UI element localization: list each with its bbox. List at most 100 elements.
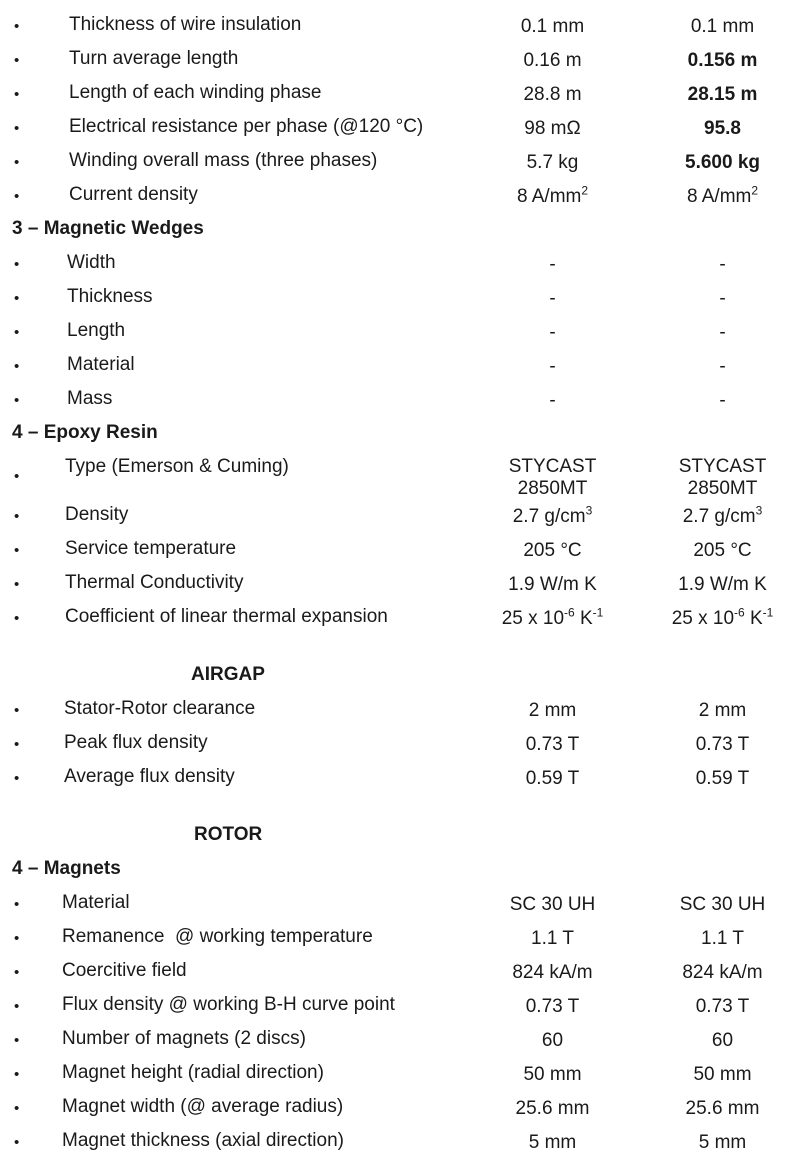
- value-col1: 50 mm: [523, 1064, 582, 1085]
- row-label: Thickness of wire insulation: [69, 14, 302, 35]
- spec-row: • Magnet width (@ average radius) 25.6 m…: [0, 1096, 810, 1130]
- value-col2: 824 kA/m: [682, 962, 763, 983]
- value-col2: 2 mm: [698, 700, 747, 721]
- row-label: Density: [65, 504, 129, 525]
- value-col2: SC 30 UH: [679, 894, 766, 915]
- row-label: Thickness: [67, 286, 153, 307]
- section-heading-magnets: 4 – Magnets: [12, 858, 121, 879]
- spec-row: • Mass - -: [0, 388, 810, 422]
- value-col2: -: [719, 390, 726, 411]
- superscript: -1: [762, 605, 774, 620]
- superscript: 2: [581, 183, 589, 198]
- bullet: •: [14, 508, 20, 525]
- value-col1: STYCAST 2850MT: [508, 456, 597, 499]
- value-col1: -: [549, 254, 556, 275]
- spec-row: • Average flux density 0.59 T 0.59 T: [0, 766, 810, 800]
- spec-row: • Magnet height (radial direction) 50 mm…: [0, 1062, 810, 1096]
- value-col1: 205 °C: [523, 540, 582, 561]
- value-col1: 0.73 T: [525, 734, 580, 755]
- superscript: -6: [734, 605, 745, 620]
- value-col2: 0.1 mm: [690, 16, 755, 37]
- value-col1: 28.8 m: [523, 84, 582, 105]
- value-col1: -: [549, 390, 556, 411]
- value-col1: 60: [541, 1030, 564, 1051]
- spec-row: • Material SC 30 UH SC 30 UH: [0, 892, 810, 926]
- value-col2: 0.59 T: [695, 768, 750, 789]
- spec-row: • Electrical resistance per phase (@120 …: [0, 116, 810, 150]
- value-col1: 8 A/mm2: [516, 183, 589, 207]
- row-label: Material: [67, 354, 135, 375]
- row-label: Magnet width (@ average radius): [62, 1096, 344, 1117]
- superscript: 3: [755, 503, 763, 518]
- row-label: Winding overall mass (three phases): [69, 150, 378, 171]
- value-col1: -: [549, 322, 556, 343]
- bullet: •: [14, 998, 20, 1015]
- value-col2: 8 A/mm2: [686, 183, 759, 207]
- spec-row: • Stator-Rotor clearance 2 mm 2 mm: [0, 698, 810, 732]
- row-label: Material: [62, 892, 130, 913]
- bullet: •: [14, 736, 20, 753]
- value-col1: 2.7 g/cm3: [512, 503, 593, 527]
- value-col2: 5 mm: [698, 1132, 747, 1153]
- value-col2: 205 °C: [693, 540, 752, 561]
- value-col1: 0.73 T: [525, 996, 580, 1017]
- row-label: Coefficient of linear thermal expansion: [65, 606, 388, 627]
- value-col1: 5.7 kg: [526, 152, 579, 173]
- row-label: Length: [67, 320, 126, 341]
- value-col1: 2 mm: [528, 700, 577, 721]
- spec-row: • Width - -: [0, 252, 810, 286]
- row-label: Number of magnets (2 discs): [62, 1028, 306, 1049]
- bullet: •: [14, 468, 20, 485]
- value-col1: 25 x 10-6 K-1: [501, 605, 604, 629]
- spec-row: • Winding overall mass (three phases) 5.…: [0, 150, 810, 184]
- bullet: •: [14, 964, 20, 981]
- bullet: •: [14, 930, 20, 947]
- value-col1: 1.9 W/m K: [508, 574, 597, 595]
- superscript: -1: [592, 605, 604, 620]
- bullet: •: [14, 52, 20, 69]
- row-label: Magnet thickness (axial direction): [62, 1130, 344, 1151]
- row-label: Turn average length: [69, 48, 239, 69]
- value-col2: 60: [711, 1030, 734, 1051]
- spec-row: • Type (Emerson & Cuming) STYCAST 2850MT …: [0, 456, 810, 499]
- value-col2: 0.73 T: [695, 996, 750, 1017]
- value-col1: 824 kA/m: [512, 962, 593, 983]
- bullet: •: [14, 1032, 20, 1049]
- row-label: Peak flux density: [64, 732, 208, 753]
- row-label: Current density: [69, 184, 198, 205]
- row-label: Length of each winding phase: [69, 82, 322, 103]
- value-col2: -: [719, 288, 726, 309]
- row-label: Flux density @ working B-H curve point: [62, 994, 395, 1015]
- bullet: •: [14, 358, 20, 375]
- bullet: •: [14, 542, 20, 559]
- value-col1: 25.6 mm: [515, 1098, 590, 1119]
- spec-row: • Magnet thickness (axial direction) 5 m…: [0, 1130, 810, 1164]
- spec-row: • Current density 8 A/mm2 8 A/mm2: [0, 184, 810, 218]
- row-label: Electrical resistance per phase (@120 °C…: [69, 116, 424, 137]
- bullet: •: [14, 1100, 20, 1117]
- bullet: •: [14, 18, 20, 35]
- superscript: -6: [564, 605, 575, 620]
- spec-row: • Turn average length 0.16 m 0.156 m: [0, 48, 810, 82]
- bullet: •: [14, 290, 20, 307]
- row-label: Width: [67, 252, 116, 273]
- row-label: Service temperature: [65, 538, 237, 559]
- spec-row: • Peak flux density 0.73 T 0.73 T: [0, 732, 810, 766]
- value-col1: SC 30 UH: [509, 894, 596, 915]
- value-col2: 95.8: [704, 118, 741, 139]
- spec-row: • Length - -: [0, 320, 810, 354]
- value-col1: -: [549, 288, 556, 309]
- spec-row: • Service temperature 205 °C 205 °C: [0, 538, 810, 572]
- row-label: Thermal Conductivity: [65, 572, 244, 593]
- value-col2: STYCAST 2850MT: [678, 456, 767, 499]
- value-col2: 25 x 10-6 K-1: [671, 605, 774, 629]
- superscript: 2: [751, 183, 759, 198]
- value-col2: 25.6 mm: [685, 1098, 760, 1119]
- value-col1: 0.1 mm: [520, 16, 585, 37]
- value-col2: -: [719, 322, 726, 343]
- bullet: •: [14, 120, 20, 137]
- value-col2: -: [719, 254, 726, 275]
- value-col2: 5.600 kg: [685, 152, 760, 173]
- bullet: •: [14, 392, 20, 409]
- value-col1: 5 mm: [528, 1132, 577, 1153]
